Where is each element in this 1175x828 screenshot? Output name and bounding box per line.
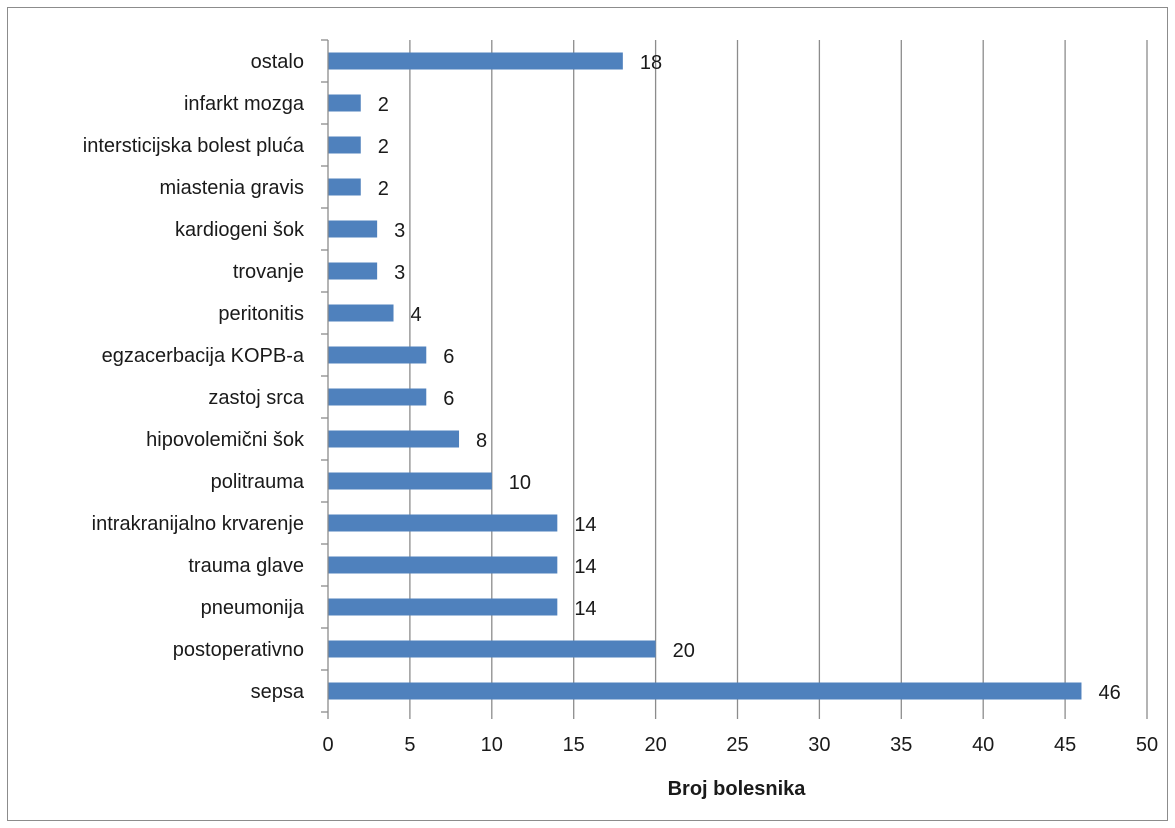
x-tick-label: 25 xyxy=(726,734,748,756)
bar xyxy=(328,472,492,490)
data-label: 6 xyxy=(443,346,454,368)
bar xyxy=(328,640,656,658)
category-label: trovanje xyxy=(233,261,304,283)
bar xyxy=(328,220,378,238)
category-label: peritonitis xyxy=(218,303,304,325)
x-tick-label: 5 xyxy=(404,734,415,756)
bar xyxy=(328,682,1082,700)
x-tick-label: 10 xyxy=(481,734,503,756)
category-label: kardiogeni šok xyxy=(175,219,305,241)
data-label: 8 xyxy=(476,430,487,452)
data-label: 14 xyxy=(574,598,596,620)
category-label: postoperativno xyxy=(173,639,304,661)
x-tick-label: 40 xyxy=(972,734,994,756)
data-label: 6 xyxy=(443,388,454,410)
data-label: 20 xyxy=(673,640,695,662)
bar xyxy=(328,136,361,154)
data-label: 18 xyxy=(640,52,662,74)
category-label: zastoj srca xyxy=(208,387,304,409)
bar xyxy=(328,52,623,70)
data-label: 10 xyxy=(509,472,531,494)
bar xyxy=(328,304,394,322)
x-tick-label: 35 xyxy=(890,734,912,756)
x-axis-title: Broj bolesnika xyxy=(668,778,807,800)
axes xyxy=(321,39,1148,719)
category-label: pneumonija xyxy=(201,597,305,619)
x-tick-label: 20 xyxy=(644,734,666,756)
bar xyxy=(328,178,361,196)
category-label: ostalo xyxy=(251,51,304,73)
data-label: 14 xyxy=(574,514,596,536)
data-label: 14 xyxy=(574,556,596,578)
bar xyxy=(328,598,558,616)
category-label: trauma glave xyxy=(188,555,304,577)
x-tick-label: 15 xyxy=(563,734,585,756)
data-label: 2 xyxy=(378,178,389,200)
bars xyxy=(328,52,1082,700)
bar xyxy=(328,94,361,112)
category-label: intrakranijalno krvarenje xyxy=(92,513,304,535)
category-label: politrauma xyxy=(211,471,305,493)
category-label: intersticijska bolest pluća xyxy=(83,135,305,157)
bar xyxy=(328,514,558,532)
data-label: 46 xyxy=(1098,682,1120,704)
bar xyxy=(328,262,378,280)
data-label: 3 xyxy=(394,220,405,242)
category-label: infarkt mozga xyxy=(184,93,305,115)
bar xyxy=(328,388,427,406)
category-label: sepsa xyxy=(251,681,305,703)
bar xyxy=(328,430,460,448)
category-label: egzacerbacija KOPB-a xyxy=(102,345,305,367)
x-tick-label: 45 xyxy=(1054,734,1076,756)
category-label: miastenia gravis xyxy=(159,177,304,199)
x-tick-label: 50 xyxy=(1136,734,1158,756)
bar xyxy=(328,556,558,574)
data-label: 3 xyxy=(394,262,405,284)
category-label: hipovolemični šok xyxy=(146,429,305,451)
x-tick-label: 30 xyxy=(808,734,830,756)
data-label: 2 xyxy=(378,136,389,158)
bar xyxy=(328,346,427,364)
x-tick-label: 0 xyxy=(322,734,333,756)
data-label: 2 xyxy=(378,94,389,116)
data-label: 4 xyxy=(411,304,422,326)
